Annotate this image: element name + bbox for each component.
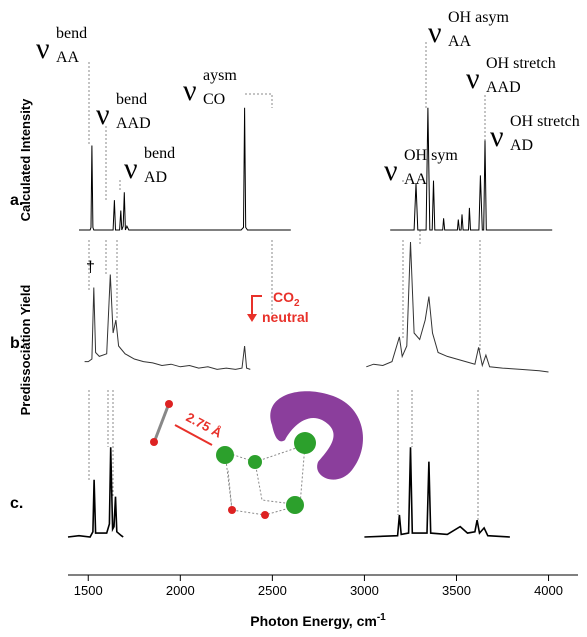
guide xyxy=(105,126,109,447)
x-tick-label: 2000 xyxy=(166,583,195,598)
spectrum xyxy=(84,241,549,373)
x-label: Photon Energy, cm-1 xyxy=(250,612,386,629)
co2: CO2 xyxy=(273,289,300,309)
co: CO xyxy=(273,289,294,305)
nu: ν xyxy=(124,152,138,185)
oxygen xyxy=(228,506,236,514)
sup: aysm xyxy=(203,67,237,84)
arrowhead xyxy=(247,314,257,322)
nu: ν xyxy=(96,98,110,131)
spectrum xyxy=(79,107,553,231)
sup: OH sym xyxy=(404,147,458,164)
x-tick-label: 3500 xyxy=(442,583,471,598)
guide xyxy=(477,95,486,520)
guide xyxy=(411,42,427,447)
nu: ν xyxy=(36,32,50,65)
guide xyxy=(397,180,404,515)
sub: AD xyxy=(144,169,167,186)
x-tick-label: 1500 xyxy=(74,583,103,598)
sup: OH stretch xyxy=(510,113,580,130)
neutral: neutral xyxy=(262,309,309,325)
molecule: 2.75 Å xyxy=(150,391,364,519)
sub: AA xyxy=(56,49,80,66)
x-label-sup: -1 xyxy=(377,612,386,623)
x-tick-label: 3000 xyxy=(350,583,379,598)
guide xyxy=(112,180,121,497)
sub: AA xyxy=(404,171,428,188)
sub: CO xyxy=(203,91,225,108)
distance-label: 2.75 Å xyxy=(184,409,225,441)
sub: 2 xyxy=(294,298,300,309)
distance xyxy=(174,424,213,446)
sup: bend xyxy=(144,145,175,162)
co2-note: CO2 neutral xyxy=(247,289,309,325)
sup: bend xyxy=(116,91,147,108)
nu: ν xyxy=(490,120,504,153)
co2-molecule xyxy=(153,405,170,441)
sub: AA xyxy=(448,33,472,50)
annotations: ν bend AA ν bend AAD ν bend AD ν aysm CO… xyxy=(36,9,580,276)
sup: bend xyxy=(56,25,87,42)
oxygen xyxy=(150,438,158,446)
y-label: Predissociation Yield xyxy=(18,285,33,416)
lobe xyxy=(294,432,316,454)
nu: ν xyxy=(428,16,442,49)
nu: ν xyxy=(384,154,398,187)
sub: AAD xyxy=(116,115,151,132)
panel-label: b. xyxy=(10,335,24,352)
sup: OH stretch xyxy=(486,55,556,72)
lobe xyxy=(286,496,304,514)
lobe xyxy=(216,446,234,464)
sub: AD xyxy=(510,137,533,154)
dagger: † xyxy=(86,259,95,276)
lobe xyxy=(248,455,262,469)
panel-label: c. xyxy=(10,495,23,512)
x-tick-label: 4000 xyxy=(534,583,563,598)
sup: OH asym xyxy=(448,9,509,26)
panel-label: a. xyxy=(10,192,23,209)
sub: AAD xyxy=(486,79,521,96)
guide xyxy=(245,93,273,320)
arrow xyxy=(251,295,262,316)
y-label: Calculated Intensity xyxy=(18,98,33,222)
oxygen xyxy=(165,400,173,408)
guides xyxy=(88,42,486,520)
nu: ν xyxy=(466,62,480,95)
oxygen xyxy=(261,511,269,519)
x-label-main: Photon Energy, cm xyxy=(250,613,377,629)
nu: ν xyxy=(183,74,197,107)
x-tick-label: 2500 xyxy=(258,583,287,598)
orbital xyxy=(270,391,364,480)
spectrum xyxy=(67,447,510,538)
